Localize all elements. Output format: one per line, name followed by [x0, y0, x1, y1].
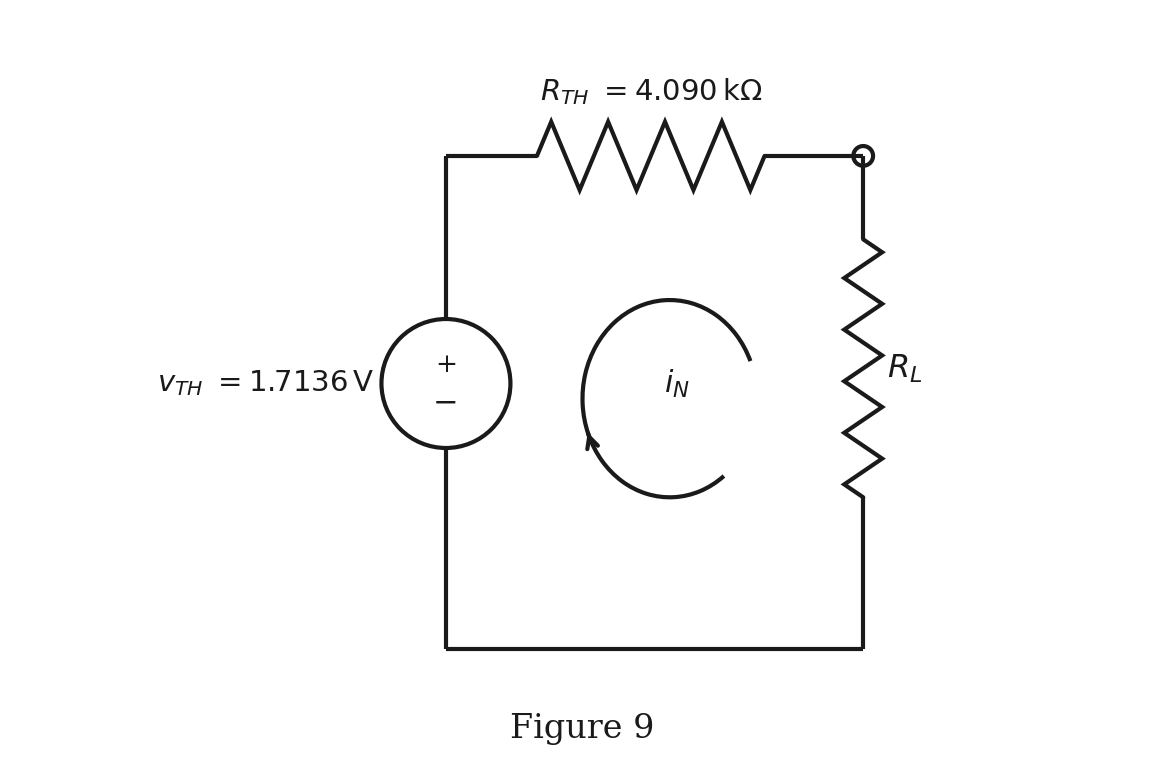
Text: $R_L$: $R_L$ [888, 352, 923, 384]
Text: $v_{TH}\ = 1.7136\,\mathrm{V}$: $v_{TH}\ = 1.7136\,\mathrm{V}$ [157, 369, 374, 398]
Circle shape [381, 319, 510, 448]
Text: −: − [433, 387, 459, 418]
Text: Figure 9: Figure 9 [510, 713, 655, 745]
Text: $i_N$: $i_N$ [664, 367, 691, 400]
Text: +: + [435, 351, 457, 377]
Text: $R_{TH}\ = 4.090\,\mathrm{k\Omega}$: $R_{TH}\ = 4.090\,\mathrm{k\Omega}$ [539, 76, 762, 107]
